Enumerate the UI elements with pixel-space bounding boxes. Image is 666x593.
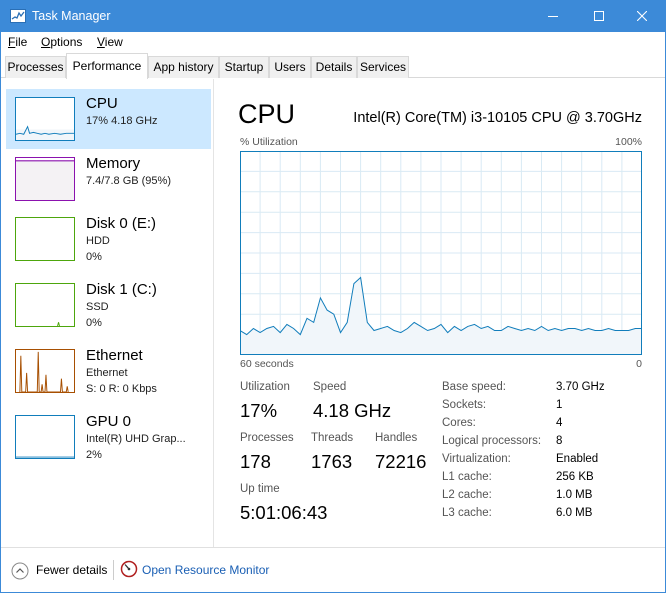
spec-value: 8: [556, 435, 563, 447]
processes-value: 178: [240, 451, 271, 472]
tab-app-history[interactable]: App history: [148, 56, 219, 78]
memory-label: Memory: [86, 155, 141, 172]
spec-value: Enabled: [556, 453, 599, 465]
spec-value: 3.70 GHz: [556, 381, 605, 393]
memory-thumbnail-graph: [15, 157, 75, 201]
memory-summary: 7.4/7.8 GB (95%): [86, 175, 171, 187]
spec-label: L3 cache:: [442, 507, 492, 519]
fewer-details-button[interactable]: Fewer details: [36, 563, 108, 577]
max-axis-label: 100%: [615, 136, 642, 148]
disk1-usage: 0%: [86, 317, 102, 329]
cpu-detail-panel: CPU Intel(R) Core(TM) i3-10105 CPU @ 3.7…: [215, 79, 665, 547]
cpu-thumbnail-graph: [15, 97, 75, 141]
disk1-thumbnail-graph: [15, 283, 75, 327]
disk0-usage: 0%: [86, 251, 102, 263]
cpu-summary: 17% 4.18 GHz: [86, 115, 158, 127]
gpu-model: Intel(R) UHD Grap...: [86, 433, 186, 445]
spec-label: Base speed:: [442, 381, 506, 393]
cpu-utilization-line: [240, 276, 642, 336]
utilization-axis-label: % Utilization: [240, 136, 298, 148]
resource-monitor-icon: [120, 560, 138, 578]
chevron-up-icon[interactable]: [11, 562, 29, 580]
disk0-thumbnail-graph: [15, 217, 75, 261]
ethernet-throughput: S: 0 R: 0 Kbps: [86, 383, 157, 395]
disk1-label: Disk 1 (C:): [86, 281, 157, 298]
handles-value: 72216: [375, 451, 427, 472]
cpu-utilization-graph: [240, 151, 642, 355]
spec-label: Virtualization:: [442, 453, 511, 465]
close-button[interactable]: [619, 1, 665, 32]
menu-file[interactable]: File: [8, 35, 28, 49]
uptime-label: Up time: [240, 483, 280, 495]
disk0-type: HDD: [86, 235, 110, 247]
resource-sidebar: CPU 17% 4.18 GHz Memory 7.4/7.8 GB (95%)…: [1, 79, 214, 547]
ethernet-adapter: Ethernet: [86, 367, 128, 379]
spec-label: Logical processors:: [442, 435, 542, 447]
ethernet-thumbnail-graph: [15, 349, 75, 393]
spec-value: 6.0 MB: [556, 507, 593, 519]
sidebar-item-disk0[interactable]: Disk 0 (E:) HDD 0%: [6, 209, 211, 269]
tab-users[interactable]: Users: [269, 56, 311, 78]
task-manager-icon: [10, 9, 26, 23]
page-title: CPU: [238, 99, 296, 129]
spec-label: Cores:: [442, 417, 476, 429]
footer-bar: Fewer details Open Resource Monitor: [1, 547, 665, 593]
tab-startup[interactable]: Startup: [219, 56, 269, 78]
sidebar-item-memory[interactable]: Memory 7.4/7.8 GB (95%): [6, 149, 211, 209]
spec-label: L1 cache:: [442, 471, 492, 483]
title-bar[interactable]: Task Manager: [1, 1, 665, 32]
tab-services[interactable]: Services: [357, 56, 409, 78]
spec-value: 1.0 MB: [556, 489, 593, 501]
sidebar-item-cpu[interactable]: CPU 17% 4.18 GHz: [6, 89, 211, 149]
spec-value: 256 KB: [556, 471, 594, 483]
zero-axis-label: 0: [636, 358, 642, 370]
sidebar-item-gpu[interactable]: GPU 0 Intel(R) UHD Grap... 2%: [6, 407, 211, 467]
disk0-label: Disk 0 (E:): [86, 215, 157, 232]
speed-value: 4.18 GHz: [313, 400, 392, 421]
minimize-button[interactable]: [530, 1, 576, 32]
handles-label: Handles: [375, 432, 418, 444]
sidebar-item-disk1[interactable]: Disk 1 (C:) SSD 0%: [6, 275, 211, 335]
processes-label: Processes: [240, 432, 294, 444]
menu-view[interactable]: View: [97, 35, 123, 49]
spec-label: L2 cache:: [442, 489, 492, 501]
graph-border: [240, 151, 642, 355]
open-resource-monitor-link[interactable]: Open Resource Monitor: [142, 563, 270, 577]
gpu-thumbnail-graph: [15, 415, 75, 459]
gpu-label: GPU 0: [86, 413, 132, 430]
gpu-usage: 2%: [86, 449, 102, 461]
cpu-model-name: Intel(R) Core(TM) i3-10105 CPU @ 3.70GHz: [353, 110, 642, 126]
disk1-type: SSD: [86, 301, 109, 313]
threads-value: 1763: [311, 451, 353, 472]
sidebar-item-ethernet[interactable]: Ethernet Ethernet S: 0 R: 0 Kbps: [6, 341, 211, 401]
minimize-icon: [548, 16, 558, 17]
tab-strip: Processes Performance App history Startu…: [1, 53, 665, 79]
uptime-value: 5:01:06:43: [240, 502, 328, 523]
spec-label: Sockets:: [442, 399, 487, 411]
menu-bar: File Options View: [1, 32, 665, 52]
cpu-label: CPU: [86, 95, 118, 112]
spec-value: 4: [556, 417, 563, 429]
speed-label: Speed: [313, 381, 347, 393]
time-axis-label: 60 seconds: [240, 358, 294, 370]
tab-processes[interactable]: Processes: [5, 56, 66, 78]
utilization-value: 17%: [240, 400, 278, 421]
maximize-button[interactable]: [576, 1, 622, 32]
threads-label: Threads: [311, 432, 354, 444]
spec-value: 1: [556, 399, 563, 411]
cpu-utilization-area: [240, 277, 642, 355]
maximize-icon: [594, 11, 604, 21]
menu-options[interactable]: Options: [41, 35, 83, 49]
footer-divider: [113, 560, 114, 580]
tab-details[interactable]: Details: [311, 56, 357, 78]
ethernet-label: Ethernet: [86, 347, 143, 364]
close-icon: [637, 11, 647, 21]
tab-performance[interactable]: Performance: [66, 53, 148, 79]
utilization-label: Utilization: [240, 381, 290, 393]
window-title: Task Manager: [32, 9, 111, 23]
